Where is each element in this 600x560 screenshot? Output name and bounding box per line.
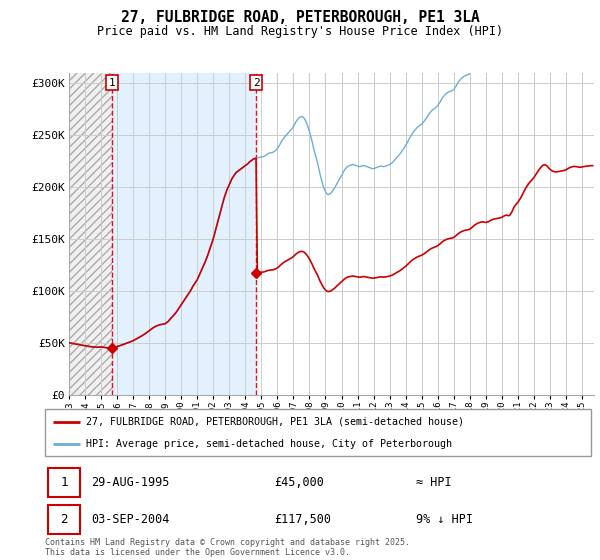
Text: 2: 2 — [61, 513, 68, 526]
Text: ≈ HPI: ≈ HPI — [416, 475, 452, 489]
Text: 2: 2 — [253, 78, 259, 87]
Text: Price paid vs. HM Land Registry's House Price Index (HPI): Price paid vs. HM Land Registry's House … — [97, 25, 503, 38]
FancyBboxPatch shape — [48, 505, 80, 534]
Bar — [69, 73, 112, 395]
Text: 9% ↓ HPI: 9% ↓ HPI — [416, 513, 473, 526]
Text: 29-AUG-1995: 29-AUG-1995 — [91, 475, 170, 489]
Text: 1: 1 — [109, 78, 115, 87]
Bar — [112, 73, 256, 395]
Text: £45,000: £45,000 — [274, 475, 324, 489]
Text: 03-SEP-2004: 03-SEP-2004 — [91, 513, 170, 526]
Text: Contains HM Land Registry data © Crown copyright and database right 2025.
This d: Contains HM Land Registry data © Crown c… — [45, 538, 410, 557]
Text: 1: 1 — [61, 475, 68, 489]
FancyBboxPatch shape — [45, 409, 591, 456]
Text: 27, FULBRIDGE ROAD, PETERBOROUGH, PE1 3LA (semi-detached house): 27, FULBRIDGE ROAD, PETERBOROUGH, PE1 3L… — [86, 417, 464, 427]
FancyBboxPatch shape — [48, 468, 80, 497]
Text: HPI: Average price, semi-detached house, City of Peterborough: HPI: Average price, semi-detached house,… — [86, 438, 452, 449]
Text: £117,500: £117,500 — [274, 513, 331, 526]
Text: 27, FULBRIDGE ROAD, PETERBOROUGH, PE1 3LA: 27, FULBRIDGE ROAD, PETERBOROUGH, PE1 3L… — [121, 10, 479, 25]
